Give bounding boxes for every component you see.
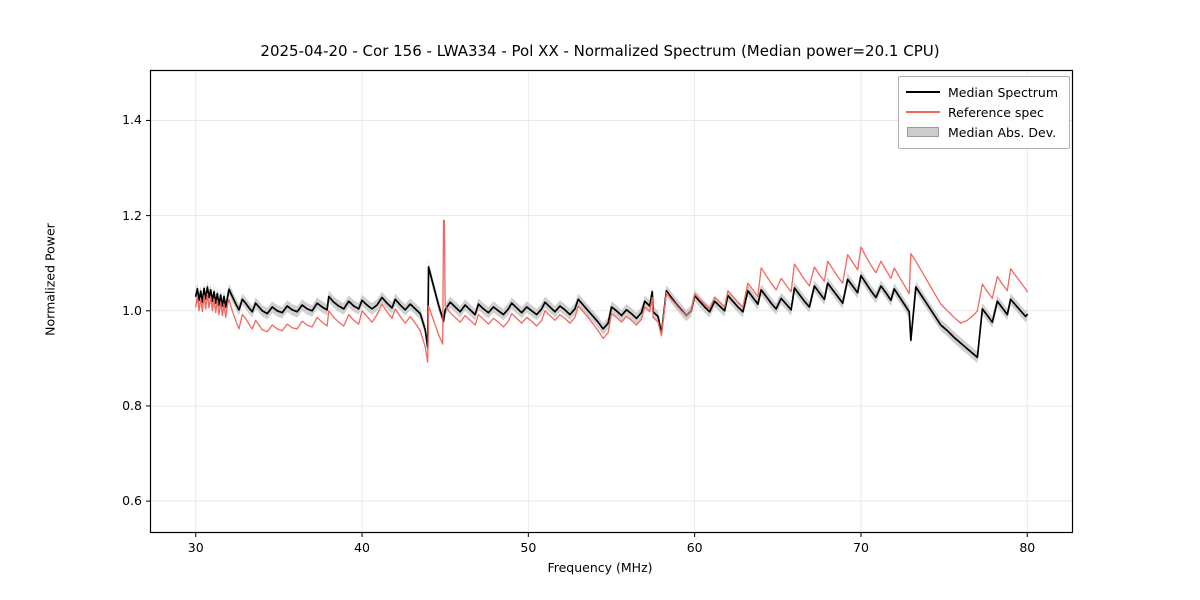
x-tick-label: 40 <box>354 540 370 555</box>
legend-item-median-spectrum: Median Spectrum <box>906 82 1062 102</box>
legend-label-median-abs-dev: Median Abs. Dev. <box>948 124 1057 140</box>
legend-label-median-spectrum: Median Spectrum <box>948 84 1059 100</box>
y-tick-label: 1.4 <box>122 112 142 128</box>
x-axis-label: Frequency (MHz) <box>547 560 653 575</box>
x-tick-label: 70 <box>853 540 869 555</box>
legend-line-swatch-reference-spec <box>906 105 940 119</box>
series-line-median-spectrum <box>194 266 1029 359</box>
x-tick-label: 60 <box>686 540 703 555</box>
x-tick-label: 30 <box>187 540 204 555</box>
x-tick-label: 50 <box>520 540 537 555</box>
median-abs-dev-band <box>195 261 1028 364</box>
series-line-reference-spec <box>195 219 1028 363</box>
legend-item-median-abs-dev: Median Abs. Dev. <box>906 122 1062 142</box>
legend-patch-swatch-median-abs-dev <box>906 125 940 139</box>
y-axis-label: Normalized Power <box>42 223 58 336</box>
legend-line-swatch-median-spectrum <box>906 85 940 99</box>
page-title: 2025-04-20 - Cor 156 - LWA334 - Pol XX -… <box>260 42 940 60</box>
y-tick-label: 1.0 <box>122 302 142 318</box>
legend-label-reference-spec: Reference spec <box>948 104 1044 120</box>
y-tick-label: 0.8 <box>122 397 142 413</box>
x-tick-label: 80 <box>1019 540 1036 555</box>
y-tick-label: 1.2 <box>122 207 142 223</box>
chart-legend: Median Spectrum Reference spec Median Ab… <box>898 76 1070 149</box>
y-tick-label: 0.6 <box>122 493 142 509</box>
axes-spines <box>149 69 1074 534</box>
legend-item-reference-spec: Reference spec <box>906 102 1062 122</box>
